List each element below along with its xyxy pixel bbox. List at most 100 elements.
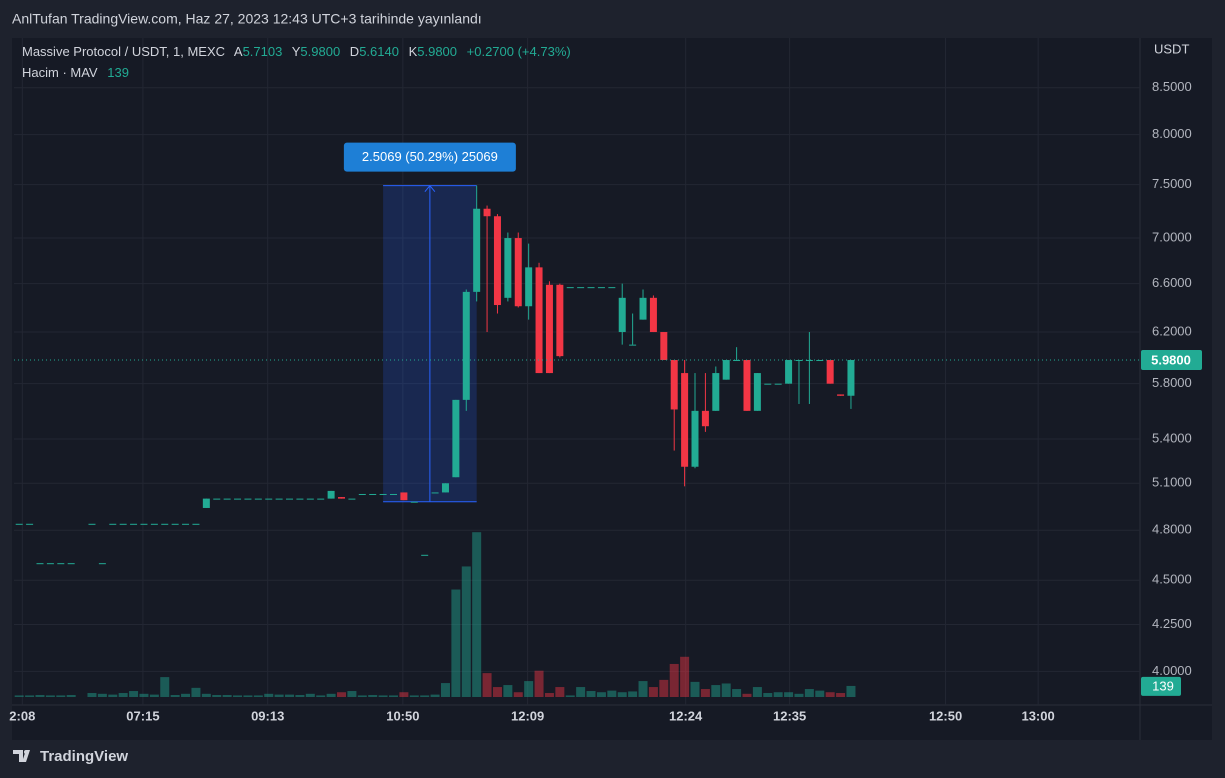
volume-bar	[513, 692, 523, 697]
x-tick-label: 13:00	[1021, 708, 1054, 723]
candle-body	[837, 394, 845, 396]
candle-body	[46, 563, 54, 565]
candle-body	[202, 498, 210, 508]
y-tick-label: 6.6000	[1152, 275, 1192, 290]
candle-body	[306, 498, 314, 500]
candle-body	[805, 360, 813, 362]
y-tick-label: 4.5000	[1152, 572, 1192, 587]
candle-body	[26, 523, 34, 525]
candle-body	[701, 410, 709, 427]
ohlc-label: D	[350, 44, 359, 59]
candle-body	[296, 498, 304, 500]
header: AnlTufan TradingView.com, Haz 27, 2023 1…	[12, 11, 482, 27]
volume-bar	[337, 692, 347, 697]
x-tick-label: 07:15	[126, 708, 159, 723]
y-tick-label: 4.0000	[1152, 663, 1192, 678]
volume-bar	[565, 695, 575, 697]
candle-body	[753, 373, 761, 411]
volume-bar	[576, 687, 586, 697]
candle-body	[431, 492, 439, 494]
candle-body	[660, 332, 668, 361]
candle-body	[57, 563, 65, 565]
volume-tag	[1141, 676, 1181, 696]
volume-bar	[399, 692, 409, 697]
volume-bar	[784, 692, 794, 697]
candle-body	[785, 360, 793, 384]
volume-bar	[524, 681, 534, 697]
candle-body	[441, 483, 449, 493]
volume-bar	[326, 693, 336, 697]
y-tick-label: 5.1000	[1152, 475, 1192, 490]
candle-body	[338, 497, 346, 499]
volume-bar	[544, 693, 554, 697]
volume-bar	[25, 695, 35, 697]
volume-bar	[378, 695, 388, 697]
candle-body	[358, 493, 366, 495]
volume-bar	[388, 695, 398, 697]
candle-body	[317, 498, 325, 500]
y-tick-label: 8.5000	[1152, 79, 1192, 94]
volume-legend: Hacim · MAV 139	[22, 65, 129, 80]
candle-body	[410, 501, 418, 503]
candle-body	[379, 493, 387, 495]
volume-bar	[357, 695, 367, 697]
volume-bar	[752, 687, 762, 697]
ohlc-value: 5.9800	[417, 44, 457, 59]
y-tick-label: 4.2500	[1152, 616, 1192, 631]
last-price-label: 5.9800	[1151, 352, 1191, 367]
ohlc-value: 5.7103	[243, 44, 283, 59]
volume-bar	[648, 687, 658, 697]
x-tick-label: 12:24	[669, 708, 703, 723]
candle-body	[88, 523, 96, 525]
volume-bar	[836, 693, 846, 697]
candle-body	[712, 373, 720, 411]
candle-body	[608, 287, 616, 289]
volume-bar	[222, 695, 232, 697]
volume-bar	[264, 693, 274, 697]
volume-bar	[440, 683, 450, 697]
candle-body	[67, 563, 75, 565]
volume-bar	[503, 685, 513, 697]
ohlc-value: 5.9800	[300, 44, 340, 59]
volume-bar	[628, 691, 638, 697]
candle-body	[15, 523, 23, 525]
volume-bar	[763, 693, 773, 697]
candle-body	[265, 498, 273, 500]
volume-bar	[409, 695, 419, 697]
ohlc-label: Y	[292, 44, 301, 59]
symbol: Massive Protocol / USDT, 1, MEXC	[22, 44, 225, 59]
candle-body	[733, 360, 741, 362]
marks: 2.5069 (50.29%) 25069	[14, 142, 1140, 697]
volume-bar	[711, 685, 721, 697]
change: +0.2700 (+4.73%)	[467, 44, 571, 59]
ohlc-label: A	[234, 44, 243, 59]
candle-body	[816, 360, 824, 362]
x-tick-label: 2:08	[9, 708, 35, 723]
candle-body	[493, 216, 501, 306]
candle-body	[244, 498, 252, 500]
volume-bar	[430, 694, 440, 697]
volume-bar	[108, 694, 118, 697]
volume-bar	[794, 693, 804, 697]
volume-bar	[14, 695, 24, 697]
candle-body	[670, 360, 678, 410]
volume-bar	[815, 690, 825, 697]
x-tick-label: 10:50	[386, 708, 419, 723]
volume-bar	[305, 693, 315, 697]
candle-body	[421, 554, 429, 556]
logo-dot	[24, 750, 28, 754]
last-price-tag	[1141, 350, 1202, 371]
tradingview-logo	[13, 750, 30, 762]
candle-body	[171, 523, 179, 525]
volume-bar	[846, 685, 856, 697]
volume-bar	[233, 695, 243, 697]
volume-legend-value: 139	[107, 65, 129, 80]
volume-bar	[492, 687, 502, 697]
ohlc-label: K	[409, 44, 418, 59]
candle-body	[140, 523, 148, 525]
volume-bar	[66, 695, 76, 697]
measure-label-box	[343, 142, 516, 172]
volume-bar	[669, 663, 679, 697]
volume-bar	[420, 695, 430, 697]
